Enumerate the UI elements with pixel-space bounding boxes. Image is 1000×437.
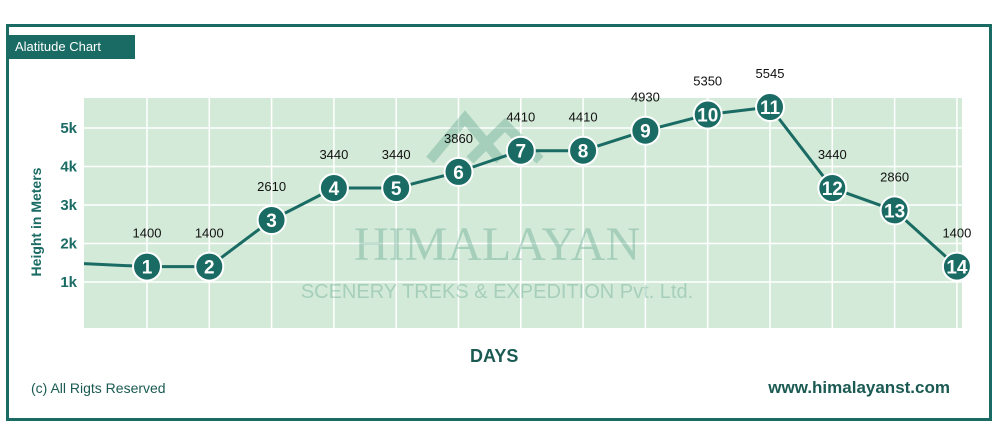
marker-circle — [443, 156, 474, 187]
watermark-logo: HIMALAYAN SCENERY TREKS & EXPEDITION Pvt… — [301, 110, 693, 303]
value-labels: 1400 1400 2610 3440 3440 3860 4410 4410 4930 5350… — [133, 66, 972, 241]
day-marker-4: 4 — [318, 173, 349, 204]
value-label: 4930 — [631, 90, 660, 105]
watermark-brand: HIMALAYAN — [354, 218, 640, 271]
marker-day-label: 5 — [391, 179, 402, 200]
marker-circle — [941, 251, 972, 282]
marker-circle — [132, 251, 162, 282]
day-marker-9: 9 — [630, 115, 661, 146]
marker-circle — [630, 115, 661, 146]
value-label: 2610 — [257, 179, 286, 194]
day-marker-10: 10 — [692, 99, 723, 130]
marker-circle — [692, 99, 723, 130]
value-label: 3440 — [319, 147, 348, 162]
marker-circle — [194, 251, 225, 282]
marker-circle — [381, 173, 412, 204]
y-axis-ticks: 1k 2k 3k 4k 5k — [60, 120, 77, 291]
day-marker-7: 7 — [505, 135, 536, 166]
marker-day-label: 1 — [142, 258, 153, 279]
marker-day-label: 4 — [329, 179, 340, 200]
marker-circle — [879, 195, 910, 226]
y-tick-label: 4k — [60, 159, 77, 176]
value-label: 2860 — [880, 169, 909, 184]
copyright-text: (c) All Rigts Reserved — [31, 380, 166, 396]
marker-day-label: 8 — [578, 142, 589, 163]
value-label: 5545 — [756, 66, 785, 81]
value-label: 1400 — [942, 226, 971, 241]
day-marker-12: 12 — [817, 173, 848, 204]
marker-day-label: 12 — [822, 179, 843, 200]
watermark-tagline: SCENERY TREKS & EXPEDITION Pvt. Ltd. — [301, 281, 693, 303]
marker-circle — [505, 135, 536, 166]
marker-day-label: 11 — [760, 98, 781, 119]
marker-circle — [755, 92, 785, 123]
marker-day-label: 14 — [946, 258, 968, 279]
day-marker-13: 13 — [879, 195, 910, 226]
y-tick-label: 3k — [60, 197, 77, 214]
day-marker-2: 2 — [194, 251, 225, 282]
value-label: 4410 — [569, 110, 598, 125]
y-tick-label: 5k — [60, 120, 77, 137]
day-marker-11: 11 — [755, 92, 785, 123]
marker-circle — [256, 205, 287, 236]
value-label: 3860 — [444, 131, 473, 146]
x-axis-label: DAYS — [470, 346, 519, 366]
value-label: 5350 — [693, 74, 722, 89]
marker-day-label: 9 — [640, 122, 651, 143]
marker-day-label: 10 — [697, 106, 718, 127]
marker-circle — [817, 173, 848, 204]
day-marker-8: 8 — [568, 135, 599, 166]
marker-day-label: 13 — [884, 201, 905, 222]
marker-day-label: 7 — [516, 142, 527, 163]
value-label: 1400 — [195, 226, 224, 241]
marker-circle — [318, 173, 349, 204]
website-link[interactable]: www.himalayanst.com — [768, 378, 950, 397]
y-tick-label: 1k — [60, 274, 77, 291]
marker-day-label: 2 — [204, 258, 215, 279]
marker-circle — [568, 135, 599, 166]
day-marker-6: 6 — [443, 156, 474, 187]
day-marker-1: 1 — [132, 251, 162, 282]
day-marker-14: 14 — [941, 251, 972, 282]
y-axis-label: Height in Meters — [28, 167, 44, 277]
day-marker-5: 5 — [381, 173, 412, 204]
marker-day-label: 6 — [453, 163, 464, 184]
y-tick-label: 2k — [60, 236, 77, 253]
marker-day-label: 3 — [266, 211, 277, 232]
value-label: 3440 — [382, 147, 411, 162]
value-label: 1400 — [133, 226, 162, 241]
day-marker-3: 3 — [256, 205, 287, 236]
value-label: 3440 — [818, 147, 847, 162]
chart-frame — [6, 24, 992, 421]
value-label: 4410 — [506, 110, 535, 125]
chart-title: Alatitude Chart — [8, 35, 135, 59]
